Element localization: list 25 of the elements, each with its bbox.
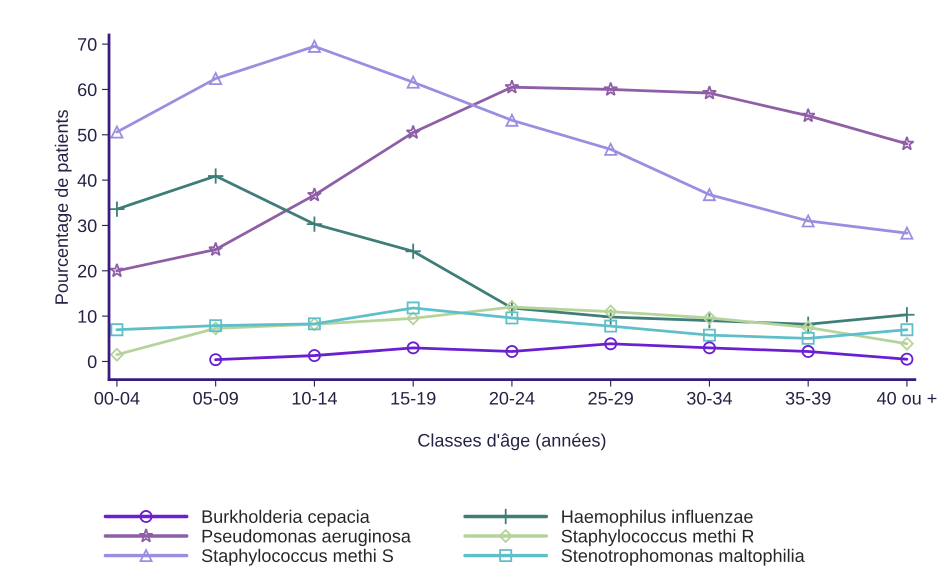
legend-label: Stenotrophomonas maltophilia [562, 548, 805, 566]
x-tick-label: 20-24 [490, 392, 534, 405]
legend-label: Staphylococcus methi R [562, 529, 754, 546]
x-tick-label: 40 ou + [876, 392, 936, 405]
y-tick-label: 0 [88, 355, 97, 368]
legend-label: Staphylococcus methi S [202, 548, 393, 566]
legend-label: Haemophilus influenzae [562, 510, 753, 527]
x-tick-label: 05-09 [193, 392, 238, 405]
y-tick-label: 10 [78, 310, 97, 323]
y-tick-label: 40 [78, 174, 97, 187]
x-axis-title: Classes d'âge (années) [418, 433, 606, 450]
legend-label: Pseudomonas aeruginosa [202, 529, 411, 546]
y-tick-label: 50 [78, 128, 97, 142]
y-tick-label: 30 [78, 219, 97, 232]
y-axis-title: Pourcentage de patients [54, 110, 72, 304]
x-tick-label: 30-34 [687, 392, 732, 405]
y-tick-label: 70 [78, 38, 97, 51]
y-tick-label: 20 [78, 264, 97, 278]
x-tick-label: 25-29 [588, 392, 633, 405]
x-tick-label: 10-14 [292, 392, 337, 405]
y-tick-label: 60 [78, 83, 97, 96]
x-tick-label: 00-04 [94, 392, 140, 405]
x-tick-label: 35-39 [786, 392, 830, 405]
legend-label: Burkholderia cepacia [202, 510, 370, 527]
x-tick-label: 15-19 [391, 392, 436, 405]
